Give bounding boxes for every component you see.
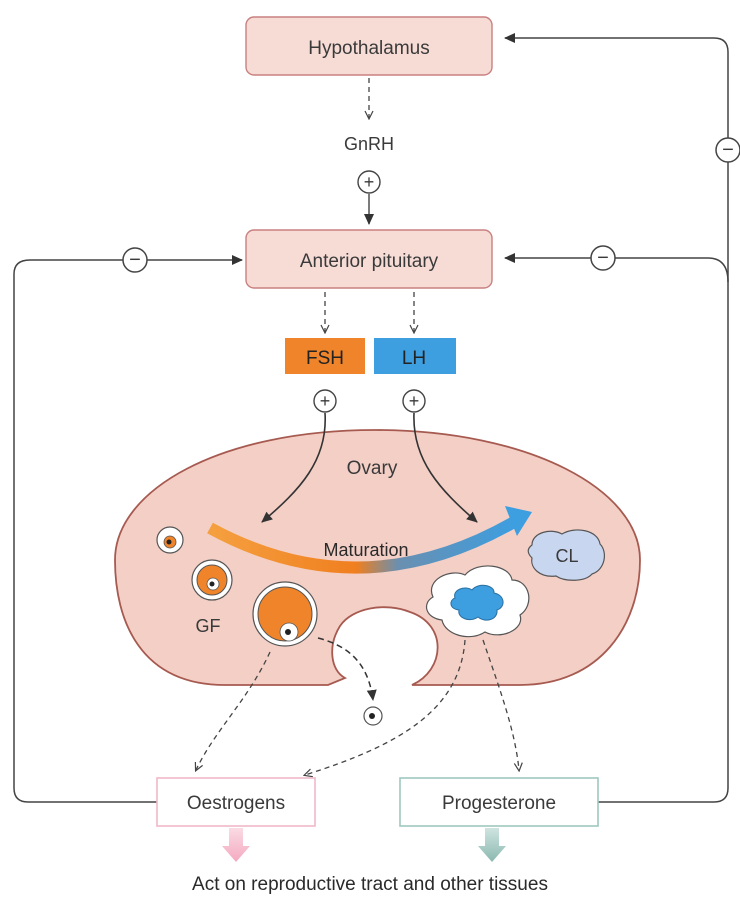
arrow-follicle-oestrogens: [196, 651, 271, 770]
released-ovum: [363, 706, 383, 726]
progesterone-label: Progesterone: [442, 793, 556, 814]
inhibit-sign-label: −: [722, 139, 734, 161]
oestrogens-box: [156, 777, 316, 827]
maturation-label: Maturation: [323, 540, 408, 560]
anterior-pituitary-box: [245, 229, 493, 289]
arrow-oestrogens-tissues: [222, 828, 250, 862]
gf-label: GF: [196, 616, 221, 636]
oestrogens-label: Oestrogens: [187, 793, 285, 814]
stimulate-sign-gnrh: +: [357, 170, 381, 194]
maturation-arrow: [207, 516, 517, 574]
feedback-line-oestrogens-pituitary: [13, 255, 243, 803]
graafian-follicle: [252, 581, 318, 647]
arrow-cl-progesterone: [482, 639, 519, 770]
lh-box: [374, 338, 456, 374]
cl-label: CL: [555, 546, 578, 566]
stimulate-sign-label: +: [320, 391, 331, 411]
fsh-box: [285, 338, 365, 374]
corpus-luteum: [527, 529, 606, 581]
ovulation-arrow: [317, 637, 377, 701]
anterior-pituitary-label: Anterior pituitary: [300, 251, 439, 272]
arrow-progesterone-tissues: [478, 828, 506, 862]
corpus-luteum-forming: [425, 565, 530, 638]
feedback-line-progesterone-pituitary: [504, 253, 729, 283]
stimulate-sign-label: +: [409, 391, 420, 411]
footer-caption: Act on reproductive tract and other tiss…: [192, 874, 548, 895]
progesterone-box: [399, 777, 599, 827]
primordial-follicle: [156, 526, 184, 554]
arrow-fsh-ovary: [261, 412, 326, 523]
lh-label: LH: [402, 348, 426, 369]
ovary-label: Ovary: [347, 458, 398, 479]
inhibit-sign-pituitary-right: −: [590, 245, 616, 271]
stimulate-sign-label: +: [364, 172, 375, 192]
gnrh-label: GnRH: [344, 134, 394, 154]
maturation-arrowhead: [505, 506, 532, 536]
inhibit-sign-label: −: [129, 249, 141, 271]
inhibit-sign-pituitary-left: −: [122, 247, 148, 273]
stimulate-sign-lh: +: [402, 389, 426, 413]
hypothalamus-label: Hypothalamus: [308, 38, 429, 59]
arrow-lh-ovary: [413, 412, 478, 523]
growing-follicle: [191, 559, 233, 601]
fsh-label: FSH: [306, 348, 344, 369]
feedback-line-progesterone-hypothalamus: [504, 33, 729, 803]
inhibit-sign-hypothalamus: −: [715, 137, 740, 163]
hypothalamus-box: [245, 16, 493, 76]
inhibit-sign-label: −: [597, 247, 609, 269]
stimulate-sign-fsh: +: [313, 389, 337, 413]
